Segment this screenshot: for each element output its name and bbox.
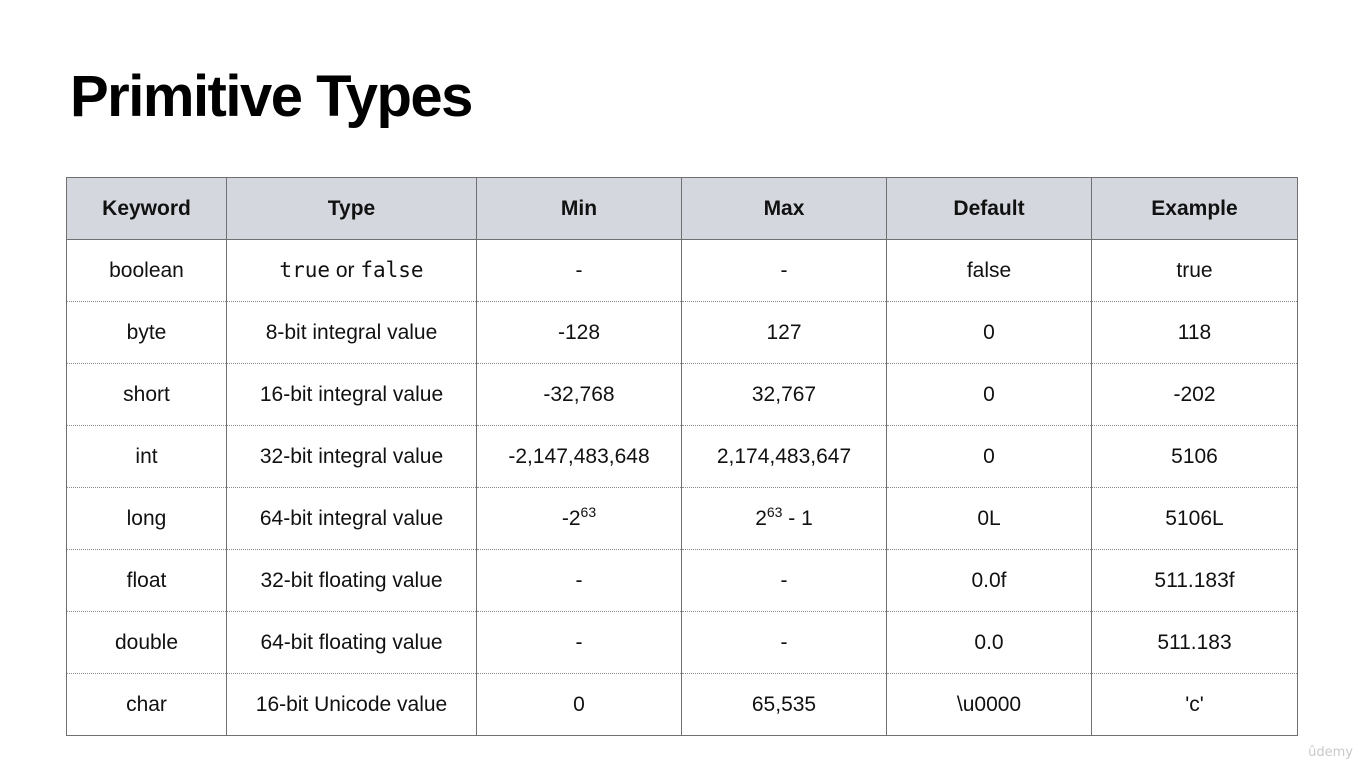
header-example: Example bbox=[1091, 177, 1298, 240]
max-base: 2 bbox=[755, 506, 767, 530]
type-or-text: or bbox=[330, 259, 361, 282]
max-suffix: - 1 bbox=[782, 506, 813, 530]
table-row-boolean: boolean true or false - - false true bbox=[66, 239, 1298, 302]
table-row-float: float 32-bit floating value - - 0.0f 511… bbox=[66, 549, 1298, 612]
default-cell: 0L bbox=[886, 487, 1092, 550]
default-cell: \u0000 bbox=[886, 673, 1092, 736]
example-cell: 511.183f bbox=[1091, 549, 1298, 612]
example-cell: 118 bbox=[1091, 301, 1298, 364]
max-cell: 65,535 bbox=[681, 673, 887, 736]
type-cell: 64-bit floating value bbox=[226, 611, 477, 674]
header-row: Keyword Type Min Max Default Example bbox=[66, 177, 1298, 240]
default-cell: 0 bbox=[886, 301, 1092, 364]
example-cell: -202 bbox=[1091, 363, 1298, 426]
default-cell: 0.0f bbox=[886, 549, 1092, 612]
type-false-literal: false bbox=[360, 258, 424, 282]
type-cell: 8-bit integral value bbox=[226, 301, 477, 364]
example-cell: 'c' bbox=[1091, 673, 1298, 736]
keyword-cell: boolean bbox=[66, 239, 227, 302]
slide-title: Primitive Types bbox=[70, 64, 473, 129]
max-exponent: 63 bbox=[766, 503, 783, 520]
header-keyword: Keyword bbox=[66, 177, 227, 240]
type-cell: true or false bbox=[226, 239, 477, 302]
min-base: -2 bbox=[561, 506, 581, 530]
keyword-cell: double bbox=[66, 611, 227, 674]
example-cell: true bbox=[1091, 239, 1298, 302]
min-cell: -32,768 bbox=[476, 363, 682, 426]
table-row-byte: byte 8-bit integral value -128 127 0 118 bbox=[66, 301, 1298, 364]
table-row-char: char 16-bit Unicode value 0 65,535 \u000… bbox=[66, 673, 1298, 736]
header-type: Type bbox=[226, 177, 477, 240]
header-min: Min bbox=[476, 177, 682, 240]
keyword-cell: char bbox=[66, 673, 227, 736]
udemy-watermark: ûdemy bbox=[1308, 745, 1353, 760]
min-cell: -2,147,483,648 bbox=[476, 425, 682, 488]
min-cell: -128 bbox=[476, 301, 682, 364]
default-cell: 0.0 bbox=[886, 611, 1092, 674]
default-cell: 0 bbox=[886, 363, 1092, 426]
default-cell: false bbox=[886, 239, 1092, 302]
keyword-cell: byte bbox=[66, 301, 227, 364]
min-cell: - bbox=[476, 239, 682, 302]
example-cell: 5106 bbox=[1091, 425, 1298, 488]
max-cell: 127 bbox=[681, 301, 887, 364]
min-cell: - bbox=[476, 611, 682, 674]
primitive-types-table: Keyword Type Min Max Default Example boo… bbox=[66, 177, 1298, 736]
keyword-cell: float bbox=[66, 549, 227, 612]
type-true-literal: true bbox=[279, 258, 330, 282]
keyword-cell: short bbox=[66, 363, 227, 426]
header-max: Max bbox=[681, 177, 887, 240]
max-cell: - bbox=[681, 611, 887, 674]
max-cell: - bbox=[681, 239, 887, 302]
default-cell: 0 bbox=[886, 425, 1092, 488]
type-cell: 16-bit integral value bbox=[226, 363, 477, 426]
min-exponent: 63 bbox=[580, 503, 597, 520]
example-cell: 511.183 bbox=[1091, 611, 1298, 674]
keyword-cell: int bbox=[66, 425, 227, 488]
max-cell: 2,174,483,647 bbox=[681, 425, 887, 488]
max-cell: - bbox=[681, 549, 887, 612]
table-row-long: long 64-bit integral value -263 263 - 1 … bbox=[66, 487, 1298, 550]
min-cell: -263 bbox=[476, 487, 682, 550]
type-cell: 32-bit floating value bbox=[226, 549, 477, 612]
max-cell: 263 - 1 bbox=[681, 487, 887, 550]
table-row-short: short 16-bit integral value -32,768 32,7… bbox=[66, 363, 1298, 426]
table-row-int: int 32-bit integral value -2,147,483,648… bbox=[66, 425, 1298, 488]
type-cell: 64-bit integral value bbox=[226, 487, 477, 550]
example-cell: 5106L bbox=[1091, 487, 1298, 550]
type-cell: 32-bit integral value bbox=[226, 425, 477, 488]
max-cell: 32,767 bbox=[681, 363, 887, 426]
type-cell: 16-bit Unicode value bbox=[226, 673, 477, 736]
min-cell: 0 bbox=[476, 673, 682, 736]
keyword-cell: long bbox=[66, 487, 227, 550]
header-default: Default bbox=[886, 177, 1092, 240]
min-cell: - bbox=[476, 549, 682, 612]
table-row-double: double 64-bit floating value - - 0.0 511… bbox=[66, 611, 1298, 674]
